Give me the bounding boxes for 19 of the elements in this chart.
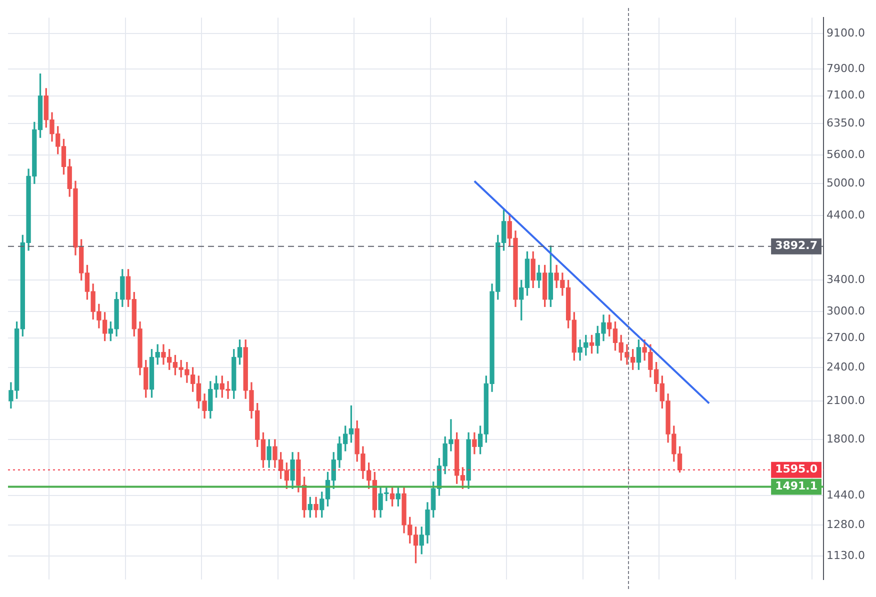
y-tick-label: 9100.0: [826, 26, 866, 40]
ref-line-label: 1595.0: [775, 462, 818, 476]
y-tick-label: 5600.0: [826, 148, 866, 162]
ref-line-label: 3892.7: [775, 239, 818, 252]
ref-line-label: 1491.1: [775, 480, 818, 493]
y-tick-label: 1800.0: [826, 432, 866, 446]
y-tick-label: 3000.0: [826, 304, 866, 318]
y-tick-label: 2700.0: [826, 330, 866, 344]
y-tick-label: 5000.0: [826, 176, 866, 190]
y-tick-label: 1440.0: [826, 488, 866, 502]
y-tick-label: 7900.0: [826, 62, 866, 75]
y-tick-label: 3400.0: [826, 273, 866, 286]
y-tick-label: 1130.0: [826, 549, 866, 562]
y-tick-label: 2100.0: [826, 394, 866, 407]
y-tick-label: 2400.0: [826, 360, 866, 374]
y-tick-label: 1280.0: [826, 518, 866, 531]
y-tick-label: 4400.0: [826, 208, 866, 222]
y-tick-label: 6350.0: [826, 116, 866, 130]
y-tick-label: 7100.0: [826, 88, 866, 102]
